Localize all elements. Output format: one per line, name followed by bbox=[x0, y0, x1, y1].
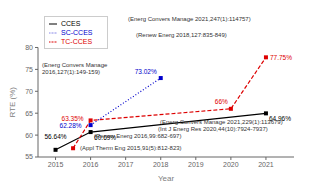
svg-text:62.28%: 62.28% bbox=[60, 122, 82, 129]
svg-text:75: 75 bbox=[25, 66, 33, 73]
svg-text:2020: 2020 bbox=[223, 161, 239, 168]
svg-text:56.64%: 56.64% bbox=[45, 133, 67, 140]
svg-text:66%: 66% bbox=[215, 98, 228, 105]
svg-text:70: 70 bbox=[25, 88, 33, 95]
svg-text:64.96%: 64.96% bbox=[269, 115, 291, 122]
svg-text:60: 60 bbox=[25, 132, 33, 139]
svg-text:2021: 2021 bbox=[258, 161, 274, 168]
svg-text:65: 65 bbox=[25, 110, 33, 117]
svg-text:2017: 2017 bbox=[118, 161, 134, 168]
svg-text:55: 55 bbox=[25, 153, 33, 160]
svg-text:80: 80 bbox=[25, 44, 33, 51]
svg-text:77.75%: 77.75% bbox=[270, 54, 292, 61]
svg-text:2018: 2018 bbox=[153, 161, 169, 168]
svg-text:73.02%: 73.02% bbox=[135, 68, 157, 75]
svg-text:60.69%: 60.69% bbox=[94, 134, 116, 141]
svg-text:2019: 2019 bbox=[188, 161, 204, 168]
svg-text:Year: Year bbox=[158, 174, 175, 181]
svg-text:RTE (%): RTE (%) bbox=[8, 87, 17, 118]
svg-text:2016: 2016 bbox=[83, 161, 99, 168]
svg-text:2015: 2015 bbox=[48, 161, 64, 168]
